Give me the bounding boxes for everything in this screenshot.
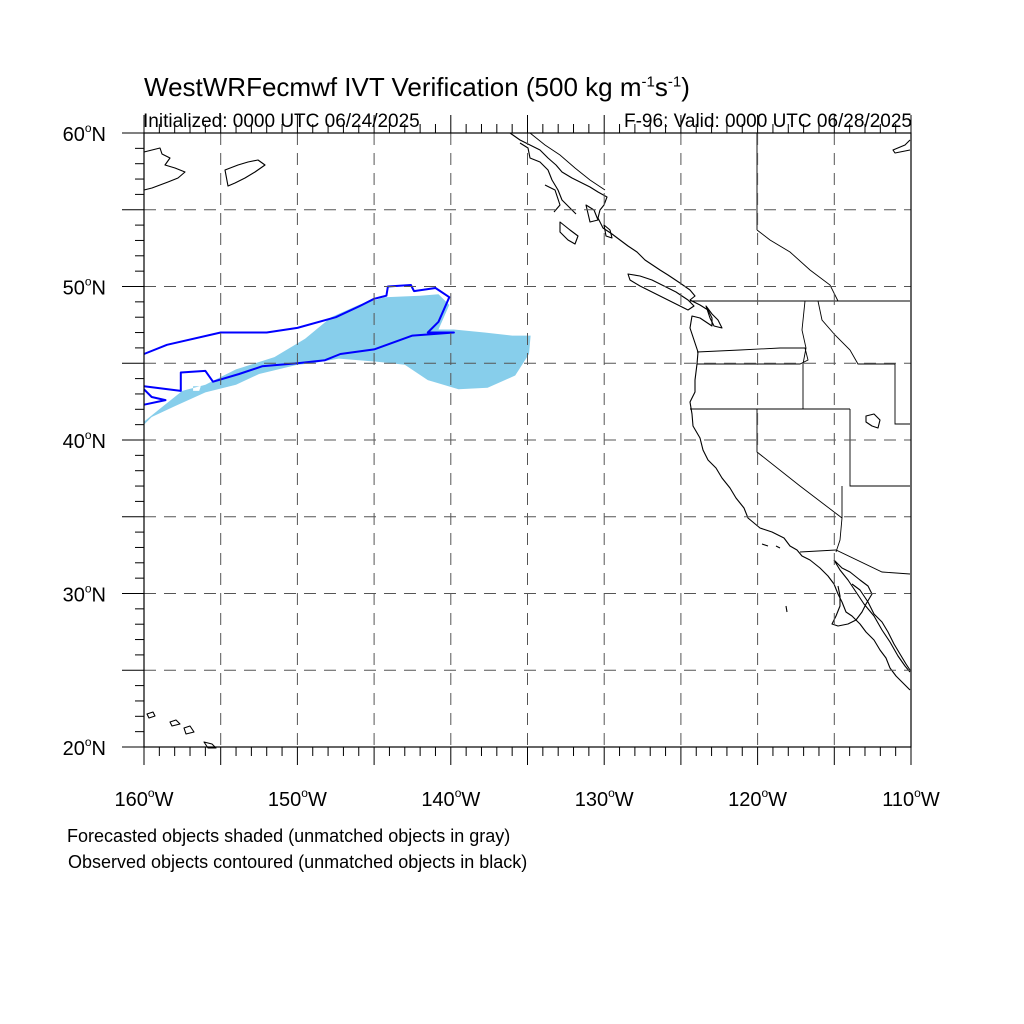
coastline-vancouver-island xyxy=(627,273,695,311)
border-us-mexico xyxy=(799,549,911,575)
title-main: WestWRFecmwf IVT Verification (500 kg m xyxy=(144,72,642,102)
border-arizona xyxy=(835,486,843,553)
coastline-channel-islands xyxy=(761,543,788,613)
border-alaska-canada xyxy=(529,132,606,191)
political-borders-layer xyxy=(529,132,911,575)
footnote-forecast: Forecasted objects shaded (unmatched obj… xyxy=(67,826,511,846)
lat-label-60: 60oN xyxy=(63,121,106,146)
title-exponent-2: -1 xyxy=(667,73,682,91)
lon-label-140: 140oW xyxy=(421,786,480,811)
title-close: ) xyxy=(681,72,690,102)
footnote-observed: Observed objects contoured (unmatched ob… xyxy=(68,852,528,872)
lon-label-160: 160oW xyxy=(115,786,174,811)
lat-label-40: 40oN xyxy=(63,428,106,453)
forecast-object-layer xyxy=(144,294,531,425)
coastline-alaska-panhandle-islands xyxy=(519,142,613,245)
title-mid: s xyxy=(654,72,668,102)
observed-contour-2 xyxy=(143,388,167,406)
title-exponent-1: -1 xyxy=(641,73,655,91)
observed-object-layer xyxy=(143,284,455,406)
border-california-nevada xyxy=(756,409,843,519)
lon-label-110: 110oW xyxy=(882,786,940,811)
observed-contour-1 xyxy=(143,284,455,392)
lat-label-50: 50oN xyxy=(63,275,106,300)
border-nevada-utah xyxy=(849,409,910,487)
initialized-time: Initialized: 0000 UTC 06/24/2025 xyxy=(143,111,420,132)
border-bc-alberta xyxy=(756,229,839,302)
axis-label-layer: 20oN 30oN 40oN 50oN 60oN 160oW 150oW 140oW 130oW… xyxy=(63,121,940,811)
lon-label-130: 130oW xyxy=(575,786,634,811)
gridline-layer xyxy=(144,133,911,747)
border-oregon-idaho xyxy=(801,300,807,409)
coastline-alaska-peninsula xyxy=(143,147,266,191)
coastline-gulf-of-california xyxy=(851,583,911,671)
lat-label-20: 20oN xyxy=(63,735,106,760)
coastline-puget-sound xyxy=(705,305,723,329)
forecast-object-shade xyxy=(144,294,531,425)
lon-label-120: 120oW xyxy=(728,786,787,811)
tick-layer xyxy=(122,115,912,765)
border-washington-oregon xyxy=(696,347,809,365)
lake-great-salt xyxy=(865,413,881,429)
lat-label-30: 30oN xyxy=(63,582,106,607)
border-idaho-montana xyxy=(817,300,910,425)
coastline-baja-peninsula xyxy=(831,559,911,673)
coastline-hawaiian-islands xyxy=(146,711,217,749)
map-title: WestWRFecmwf IVT Verification (500 kg m-… xyxy=(144,72,690,103)
lon-label-150: 150oW xyxy=(268,786,327,811)
